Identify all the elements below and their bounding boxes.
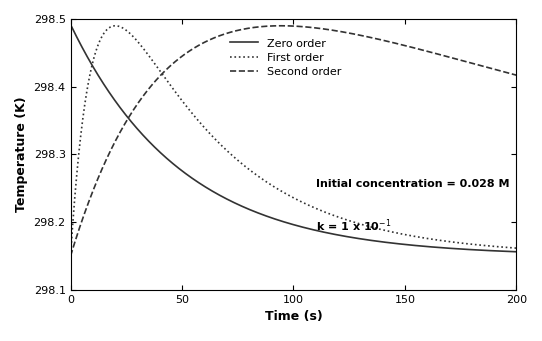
Zero order	[69, 27, 76, 31]
Zero order	[489, 249, 496, 253]
First order	[94, 45, 100, 49]
Zero order	[67, 254, 74, 258]
First order	[69, 225, 76, 229]
Zero order	[94, 72, 100, 76]
Line: First order: First order	[70, 26, 517, 256]
Zero order	[154, 148, 161, 152]
Line: Zero order: Zero order	[70, 26, 517, 256]
First order	[154, 66, 161, 70]
X-axis label: Time (s): Time (s)	[264, 310, 322, 323]
First order	[513, 246, 520, 250]
First order	[285, 193, 292, 197]
First order	[112, 24, 119, 28]
Zero order	[285, 221, 292, 225]
First order	[67, 254, 74, 258]
Second order	[285, 24, 292, 28]
Line: Second order: Second order	[70, 26, 517, 256]
Zero order	[68, 24, 74, 28]
Second order	[513, 73, 520, 77]
Text: Initial concentration = 0.028 M: Initial concentration = 0.028 M	[316, 179, 509, 189]
Zero order	[86, 58, 92, 62]
Zero order	[513, 250, 520, 254]
Second order	[154, 76, 161, 80]
Legend: Zero order, First order, Second order: Zero order, First order, Second order	[230, 38, 341, 77]
Second order	[86, 199, 92, 203]
First order	[86, 77, 92, 81]
Second order	[94, 178, 100, 182]
Text: k = 1 x 10$^{-1}$: k = 1 x 10$^{-1}$	[316, 217, 391, 234]
Second order	[67, 254, 74, 258]
Y-axis label: Temperature (K): Temperature (K)	[15, 97, 28, 212]
Second order	[69, 248, 76, 252]
Second order	[489, 67, 496, 71]
Second order	[278, 24, 285, 28]
First order	[489, 244, 496, 248]
